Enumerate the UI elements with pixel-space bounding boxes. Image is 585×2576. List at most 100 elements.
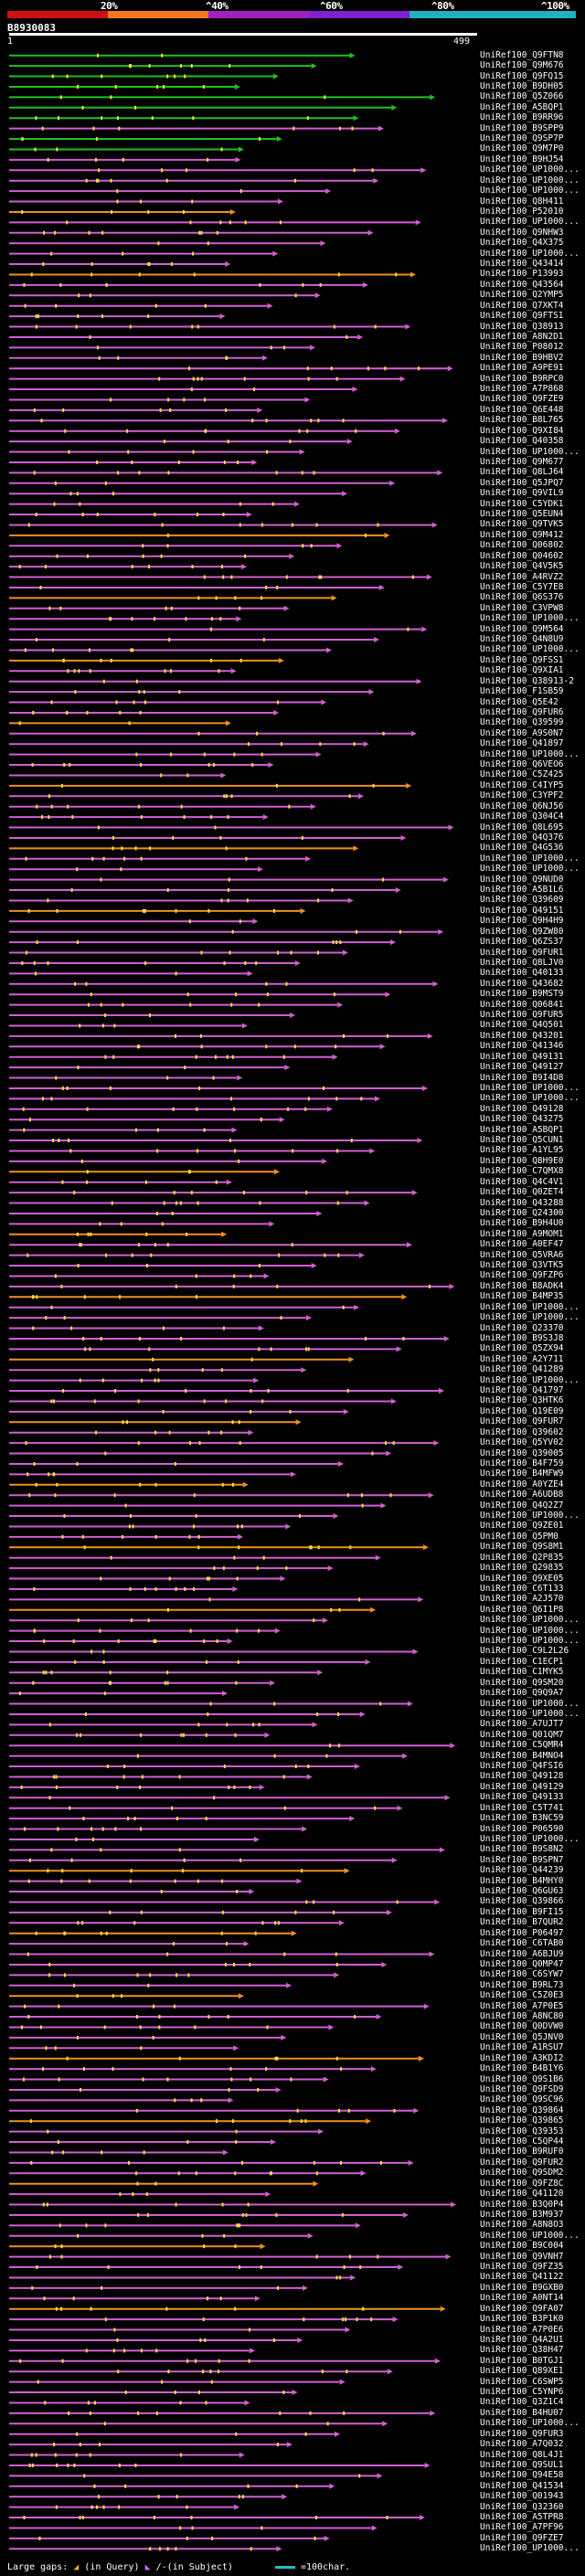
hit-label[interactable]: UniRef100_Q6ZS37: [480, 937, 564, 948]
hit-label[interactable]: UniRef100_Q9TVK5: [480, 519, 564, 530]
hit-label[interactable]: UniRef100_C5Z0E3: [480, 1990, 564, 2001]
hit-label[interactable]: UniRef100_Q39602: [480, 1426, 564, 1437]
hit-label[interactable]: UniRef100_Q4V5K5: [480, 561, 564, 572]
hit-label[interactable]: UniRef100_Q39005: [480, 1447, 564, 1458]
hit-label[interactable]: UniRef100_UP1000...: [480, 1615, 580, 1626]
hit-label[interactable]: UniRef100_C4IYP5: [480, 779, 564, 790]
hit-label[interactable]: UniRef100_Q9FUR1: [480, 947, 564, 958]
hit-label[interactable]: UniRef100_Q38913-2: [480, 675, 574, 686]
hit-label[interactable]: UniRef100_A0NT14: [480, 2293, 564, 2304]
hit-label[interactable]: UniRef100_B9H4U0: [480, 1218, 564, 1229]
hit-label[interactable]: UniRef100_A9MOM1: [480, 1228, 564, 1239]
hit-label[interactable]: UniRef100_Q9M677: [480, 456, 564, 467]
hit-label[interactable]: UniRef100_B9SPN7: [480, 1854, 564, 1865]
hit-label[interactable]: UniRef100_Q6E448: [480, 404, 564, 415]
hit-label[interactable]: UniRef100_Q9XI84: [480, 425, 564, 436]
hit-label[interactable]: UniRef100_C5QMR4: [480, 1740, 564, 1751]
hit-label[interactable]: UniRef100_Q6S376: [480, 592, 564, 603]
hit-label[interactable]: UniRef100_B9S8N2: [480, 1844, 564, 1855]
hit-label[interactable]: UniRef100_A7P0E6: [480, 2324, 564, 2335]
hit-label[interactable]: UniRef100_UP1000...: [480, 1698, 580, 1709]
hit-label[interactable]: UniRef100_C1MYK5: [480, 1667, 564, 1678]
hit-label[interactable]: UniRef100_Q9NHW3: [480, 227, 564, 238]
hit-label[interactable]: UniRef100_UP1000...: [480, 2418, 580, 2429]
hit-label[interactable]: UniRef100_B3P1K0: [480, 2314, 564, 2325]
hit-label[interactable]: UniRef100_Q32360: [480, 2501, 564, 2512]
hit-label[interactable]: UniRef100_Q8LJ64: [480, 467, 564, 478]
hit-label[interactable]: UniRef100_A8N8O3: [480, 2220, 564, 2231]
hit-label[interactable]: UniRef100_Q06841: [480, 999, 564, 1010]
hit-label[interactable]: UniRef100_C5YDK1: [480, 498, 564, 509]
hit-label[interactable]: UniRef100_Q8H411: [480, 196, 564, 207]
hit-label[interactable]: UniRef100_Q43288: [480, 1197, 564, 1208]
hit-label[interactable]: UniRef100_B9I4D8: [480, 1072, 564, 1083]
hit-label[interactable]: UniRef100_B9RPC0: [480, 373, 564, 384]
hit-label[interactable]: UniRef100_C5T741: [480, 1802, 564, 1813]
hit-label[interactable]: UniRef100_Q41346: [480, 1041, 564, 1052]
hit-label[interactable]: UniRef100_Q4Q376: [480, 832, 564, 843]
hit-label[interactable]: UniRef100_UP1000...: [480, 1082, 580, 1093]
hit-label[interactable]: UniRef100_Q8L695: [480, 822, 564, 832]
hit-label[interactable]: UniRef100_Q9FZE7: [480, 2532, 564, 2543]
hit-label[interactable]: UniRef100_Q6NJ56: [480, 800, 564, 811]
hit-label[interactable]: UniRef100_Q2P835: [480, 1552, 564, 1563]
hit-label[interactable]: UniRef100_B3NC59: [480, 1813, 564, 1824]
hit-label[interactable]: UniRef100_Q43275: [480, 1114, 564, 1125]
hit-label[interactable]: UniRef100_Q8L4J1: [480, 2449, 564, 2460]
hit-label[interactable]: UniRef100_B4MHY0: [480, 1875, 564, 1886]
hit-label[interactable]: UniRef100_Q24300: [480, 1207, 564, 1218]
hit-label[interactable]: UniRef100_UP1000...: [480, 175, 580, 186]
hit-label[interactable]: UniRef100_Q3VTK5: [480, 1260, 564, 1271]
hit-label[interactable]: UniRef100_Q9FUR7: [480, 1416, 564, 1427]
hit-label[interactable]: UniRef100_B9MST9: [480, 989, 564, 1000]
hit-label[interactable]: UniRef100_Q7XKT4: [480, 300, 564, 311]
hit-label[interactable]: UniRef100_Q5PM0: [480, 1531, 558, 1542]
hit-label[interactable]: UniRef100_Q9FUR6: [480, 706, 564, 717]
hit-label[interactable]: UniRef100_Q5EUN4: [480, 509, 564, 520]
hit-label[interactable]: UniRef100_Q40133: [480, 968, 564, 979]
hit-label[interactable]: UniRef100_F1SB59: [480, 686, 564, 697]
hit-label[interactable]: UniRef100_Q41289: [480, 1364, 564, 1375]
hit-label[interactable]: UniRef100_C3VPW8: [480, 602, 564, 613]
hit-label[interactable]: UniRef100_A5BQP1: [480, 1124, 564, 1135]
hit-label[interactable]: UniRef100_UP1000...: [480, 1636, 580, 1647]
hit-label[interactable]: UniRef100_C6TAB0: [480, 1938, 564, 1949]
hit-label[interactable]: UniRef100_B4MFW9: [480, 1468, 564, 1479]
hit-label[interactable]: UniRef100_Q9FUR5: [480, 1010, 564, 1021]
hit-label[interactable]: UniRef100_A6UDB8: [480, 1489, 564, 1500]
hit-label[interactable]: UniRef100_UP1000...: [480, 1301, 580, 1312]
hit-label[interactable]: UniRef100_Q9FUR2: [480, 2157, 564, 2168]
hit-label[interactable]: UniRef100_Q43201: [480, 1030, 564, 1041]
hit-label[interactable]: UniRef100_Q9S1B6: [480, 2073, 564, 2084]
hit-label[interactable]: UniRef100_Q39866: [480, 1896, 564, 1907]
hit-label[interactable]: UniRef100_Q6VEO6: [480, 759, 564, 770]
hit-label[interactable]: UniRef100_Q4G536: [480, 843, 564, 853]
hit-label[interactable]: UniRef100_UP1000...: [480, 1312, 580, 1323]
hit-label[interactable]: UniRef100_Q29835: [480, 1563, 564, 1574]
hit-label[interactable]: UniRef100_Q41120: [480, 2189, 564, 2200]
hit-label[interactable]: UniRef100_Q9XIA1: [480, 665, 564, 676]
hit-label[interactable]: UniRef100_B8ADK4: [480, 1280, 564, 1291]
hit-label[interactable]: UniRef100_A8N2D1: [480, 331, 564, 342]
hit-label[interactable]: UniRef100_Q4X375: [480, 238, 564, 249]
hit-label[interactable]: UniRef100_Q9Q9A7: [480, 1688, 564, 1699]
hit-label[interactable]: UniRef100_A2J570: [480, 1594, 564, 1605]
hit-label[interactable]: UniRef100_UP1000...: [480, 644, 580, 655]
hit-label[interactable]: UniRef100_Q49129: [480, 1781, 564, 1792]
hit-label[interactable]: UniRef100_Q4A2U1: [480, 2334, 564, 2345]
hit-label[interactable]: UniRef100_Q5VRA6: [480, 1249, 564, 1260]
hit-label[interactable]: UniRef100_Q04602: [480, 550, 564, 561]
hit-label[interactable]: UniRef100_Q9H4H9: [480, 916, 564, 927]
hit-label[interactable]: UniRef100_Q38H47: [480, 2345, 564, 2356]
hit-label[interactable]: UniRef100_B4B1Y6: [480, 2063, 564, 2074]
hit-label[interactable]: UniRef100_Q3Z1C4: [480, 2397, 564, 2408]
hit-label[interactable]: UniRef100_Q44239: [480, 1865, 564, 1876]
hit-label[interactable]: UniRef100_Q9M412: [480, 529, 564, 540]
hit-label[interactable]: UniRef100_Q41797: [480, 1385, 564, 1396]
hit-label[interactable]: UniRef100_B9GXB0: [480, 2282, 564, 2293]
hit-label[interactable]: UniRef100_A9S0N7: [480, 727, 564, 738]
hit-label[interactable]: UniRef100_B4MNO4: [480, 1750, 564, 1761]
hit-label[interactable]: UniRef100_Q9FQ15: [480, 70, 564, 81]
hit-label[interactable]: UniRef100_Q9ZW80: [480, 926, 564, 937]
hit-label[interactable]: UniRef100_Q9SDM2: [480, 2168, 564, 2178]
